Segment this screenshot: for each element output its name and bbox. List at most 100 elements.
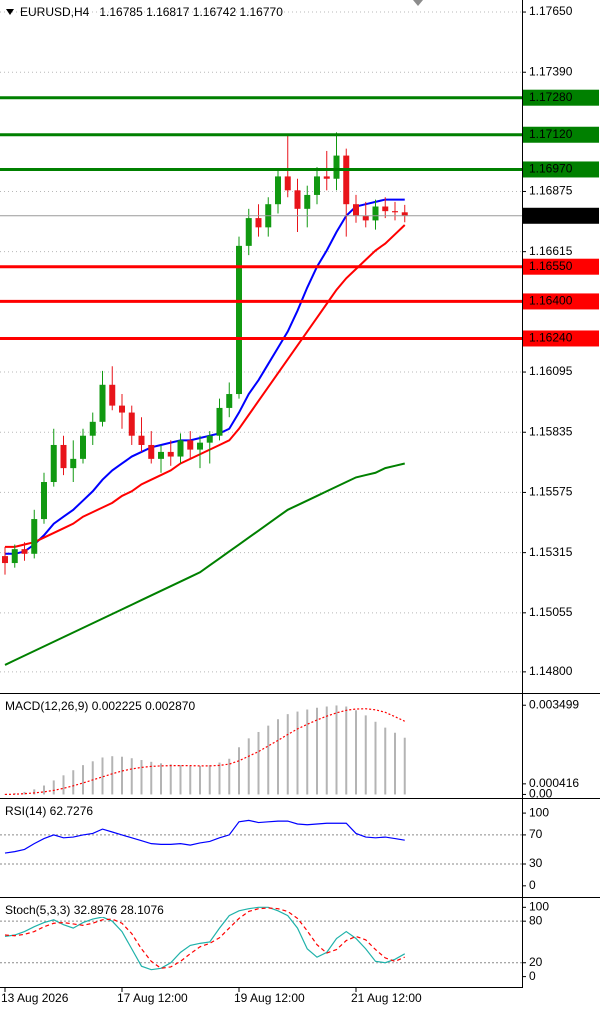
indicator-line: [4, 906, 406, 971]
candle-body: [372, 206, 379, 221]
candle-body: [31, 519, 38, 554]
indicator-line: [4, 708, 406, 796]
candle-body: [128, 412, 135, 436]
candle-body: [148, 444, 155, 459]
y-tick-label: 1.15835: [529, 424, 573, 438]
candle-body: [226, 394, 233, 408]
last-price-box: [523, 207, 599, 224]
candle-body: [167, 451, 174, 457]
title-backdrop: [3, 699, 198, 713]
candle-body: [216, 407, 223, 436]
level-box: [523, 330, 599, 347]
y-tick-label: 80: [529, 913, 543, 927]
frame: [0, 0, 600, 988]
level-box: [523, 89, 599, 106]
level-label: 1.17280: [529, 90, 573, 104]
candle-body: [21, 549, 28, 554]
indicator-panel: 100 70 30 0 RSI(14) 62.7276: [0, 804, 549, 892]
indicator-title: MACD(12,26,9) 0.002225 0.002870: [5, 699, 195, 713]
indicator-title: Stoch(5,3,3) 32.8976 28.1076: [5, 903, 164, 917]
moving-average: [5, 198, 405, 555]
chart-subtitle: 1.16785 1.16817 1.16742 1.16770: [99, 5, 283, 19]
indicator-line: [4, 819, 405, 854]
y-tick-label: 1.16095: [529, 364, 573, 378]
candle-body: [323, 176, 330, 179]
candle-body: [2, 556, 8, 564]
candle-body: [50, 444, 57, 483]
title-backdrop: [3, 903, 166, 917]
level-box: [523, 293, 599, 310]
candle-body: [138, 435, 145, 445]
y-tick-label: 0: [529, 878, 536, 892]
y-tick-label: 100: [529, 899, 549, 913]
y-tick-label: 1.16615: [529, 244, 573, 258]
level-label: 1.16970: [529, 162, 573, 176]
indicator-panel: 0.003499 0.000.000416 MACD(12,26,9) 0.0022…: [3, 697, 579, 801]
y-tick-label: 0: [529, 969, 536, 983]
moving-average: [5, 224, 406, 548]
candle-body: [80, 435, 86, 459]
y-tick-label: 0.000416: [529, 776, 579, 790]
candle-body: [275, 176, 281, 205]
price-panel: 1.17650 1.17390 1.16875 1.16615 1.16095 1.158…: [0, 4, 599, 1005]
shift-marker: [413, 0, 423, 6]
level-box: [523, 258, 599, 275]
candle-body: [99, 384, 106, 422]
moving-average: [4, 462, 405, 666]
candle-body: [236, 245, 242, 395]
candle-body: [197, 442, 203, 450]
candle-body: [60, 444, 67, 469]
level-label: 1.16400: [529, 294, 573, 308]
level-box: [523, 126, 599, 143]
candle-body: [89, 421, 96, 436]
candle-body: [382, 206, 389, 212]
y-tick-label: 1.17650: [529, 4, 573, 18]
level-label: 1.17120: [529, 127, 573, 141]
candle-body: [333, 155, 340, 179]
candle-body: [255, 218, 262, 228]
candle-body: [401, 212, 408, 216]
candle-body: [392, 211, 398, 213]
candle-body: [187, 440, 194, 450]
candle-body: [304, 194, 311, 209]
x-tick-label: 19 Aug 12:00: [234, 991, 305, 1005]
y-tick-label: 100: [529, 805, 549, 819]
y-tick-label: 0.00: [529, 787, 553, 801]
indicator-title: RSI(14) 62.7276: [5, 804, 93, 818]
candle-body: [245, 218, 252, 246]
y-tick-label: 1.16875: [529, 184, 573, 198]
level-label: 1.16550: [529, 259, 573, 273]
candle-body: [343, 155, 350, 205]
y-tick-label: 1.15055: [529, 605, 573, 619]
candle-body: [284, 176, 291, 191]
y-tick-label: 1.15575: [529, 485, 573, 499]
x-tick-label: 21 Aug 12:00: [351, 991, 422, 1005]
y-tick-label: 70: [529, 827, 543, 841]
title-backdrop: [3, 804, 96, 818]
candle-body: [41, 482, 47, 520]
candle-body: [353, 204, 359, 216]
candle-body: [206, 435, 213, 443]
y-tick-label: 0.003499: [529, 697, 579, 711]
y-tick-label: 1.15315: [529, 545, 573, 559]
x-tick-label: 13 Aug 2026: [1, 991, 69, 1005]
candle-body: [314, 176, 320, 195]
chart-title: EURUSD,H4: [20, 5, 90, 19]
x-tick-label: 17 Aug 12:00: [117, 991, 188, 1005]
indicator-line: [4, 907, 405, 969]
candle-body: [158, 451, 164, 459]
y-tick-label: 20: [529, 955, 543, 969]
y-tick-label: 1.14800: [529, 664, 573, 678]
candle-body: [362, 215, 369, 221]
candle-body: [70, 458, 77, 469]
candle-body: [109, 384, 116, 406]
symbol-icon: [6, 9, 14, 15]
level-label: 1.16240: [529, 331, 573, 345]
y-tick-label: 30: [529, 856, 543, 870]
candle-body: [177, 440, 184, 457]
candle-body: [294, 190, 301, 209]
candle-body: [119, 405, 125, 413]
